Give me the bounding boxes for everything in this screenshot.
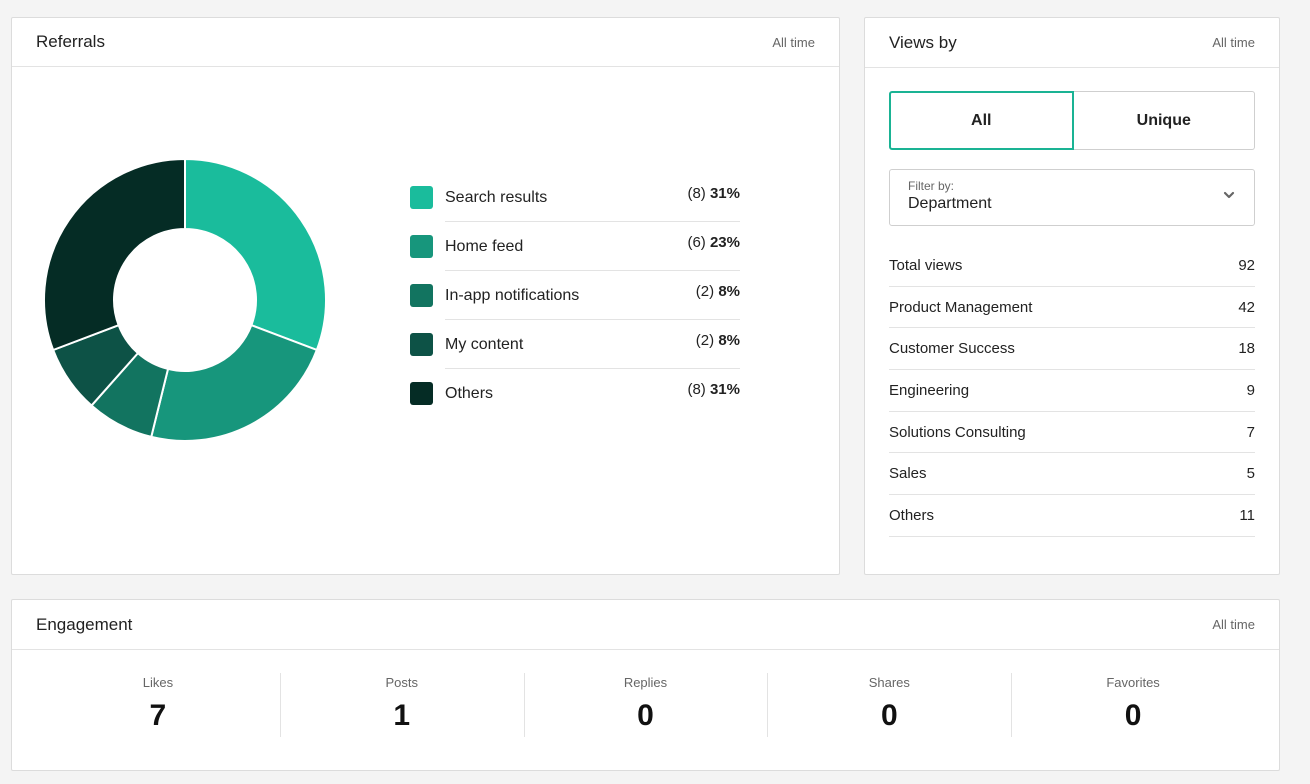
views-row: Solutions Consulting 7 bbox=[889, 412, 1255, 454]
legend-label: Others bbox=[445, 384, 494, 402]
stat-value: 0 bbox=[637, 699, 654, 732]
stat-likes: Likes 7 bbox=[36, 673, 280, 737]
engagement-period: All time bbox=[1212, 617, 1255, 632]
legend-value: (8) 31% bbox=[687, 185, 740, 202]
views-by-card: Views by All time All Unique Filter by: … bbox=[864, 17, 1280, 575]
stat-replies: Replies 0 bbox=[523, 673, 768, 737]
referrals-header: Referrals All time bbox=[12, 18, 839, 67]
legend-item-home-feed: Home feed (6) 23% bbox=[410, 222, 740, 271]
stat-label: Posts bbox=[385, 675, 418, 690]
views-row: Others 11 bbox=[889, 495, 1255, 537]
chevron-down-icon bbox=[1223, 191, 1235, 199]
legend-swatch bbox=[410, 284, 433, 307]
legend-value: (2) 8% bbox=[695, 332, 740, 349]
engagement-title: Engagement bbox=[36, 614, 133, 634]
donut-slice-home-feed[interactable] bbox=[150, 323, 319, 442]
stat-value: 1 bbox=[393, 699, 411, 732]
views-row: Sales 5 bbox=[889, 453, 1255, 496]
engagement-stats: Likes 7 Posts 1 Replies 0 Shares 0 Favor… bbox=[36, 673, 1255, 737]
legend-value: (2) 8% bbox=[695, 283, 740, 300]
views-row: Engineering 9 bbox=[889, 370, 1255, 412]
views-header: Views by All time bbox=[865, 18, 1279, 68]
referrals-card: Referrals All time Search results (8) 31… bbox=[11, 17, 840, 575]
donut-slice-others[interactable] bbox=[43, 157, 186, 352]
legend-item-in-app-notifications: In-app notifications (2) 8% bbox=[410, 271, 740, 320]
stat-label: Shares bbox=[868, 675, 910, 690]
engagement-header: Engagement All time bbox=[12, 600, 1279, 650]
legend-label: In-app notifications bbox=[445, 286, 580, 304]
stat-value: 7 bbox=[149, 699, 167, 732]
legend-item-my-content: My content (2) 8% bbox=[410, 320, 740, 369]
filter-label: Filter by: bbox=[908, 179, 955, 193]
legend-swatch bbox=[410, 235, 433, 258]
legend-label: Home feed bbox=[445, 237, 524, 255]
legend-swatch bbox=[410, 382, 433, 405]
stat-label: Replies bbox=[623, 675, 668, 690]
toggle-unique-button[interactable]: Unique bbox=[1073, 91, 1255, 150]
stat-posts: Posts 1 bbox=[279, 673, 524, 737]
filter-value: Department bbox=[908, 195, 992, 212]
views-toggle: All Unique bbox=[889, 91, 1255, 150]
legend-item-others: Others (8) 31% bbox=[410, 369, 740, 418]
legend-swatch bbox=[410, 186, 433, 209]
filter-select[interactable]: Filter by: Department bbox=[889, 169, 1255, 226]
stat-value: 0 bbox=[1124, 699, 1142, 732]
views-list: Total views 92 Product Management 42 Custo… bbox=[889, 245, 1255, 537]
referrals-period: All time bbox=[772, 34, 815, 50]
views-row: Customer Success 18 bbox=[889, 328, 1255, 371]
views-row-total: Total views 92 bbox=[889, 245, 1255, 287]
referrals-legend: Search results (8) 31% Home feed (6) 23%… bbox=[410, 173, 740, 418]
views-row: Product Management 42 bbox=[889, 287, 1255, 329]
stat-favorites: Favorites 0 bbox=[1011, 673, 1255, 737]
legend-label: My content bbox=[445, 335, 524, 353]
stat-label: Favorites bbox=[1106, 675, 1160, 690]
referrals-donut-chart bbox=[43, 157, 327, 442]
legend-item-search-results: Search results (8) 31% bbox=[410, 173, 740, 222]
legend-value: (8) 31% bbox=[687, 381, 740, 398]
stat-shares: Shares 0 bbox=[767, 673, 1011, 737]
legend-value: (6) 23% bbox=[687, 234, 740, 251]
donut-slice-search-results[interactable] bbox=[184, 157, 327, 352]
stat-value: 0 bbox=[880, 699, 898, 732]
referrals-title: Referrals bbox=[36, 32, 105, 51]
toggle-all-button[interactable]: All bbox=[889, 91, 1074, 150]
views-period: All time bbox=[1212, 35, 1255, 50]
engagement-card: Engagement All time Likes 7 Posts 1 Repl… bbox=[11, 599, 1280, 771]
views-title: Views by bbox=[889, 32, 957, 52]
legend-label: Search results bbox=[445, 188, 548, 206]
stat-label: Likes bbox=[142, 675, 174, 690]
legend-swatch bbox=[410, 333, 433, 356]
